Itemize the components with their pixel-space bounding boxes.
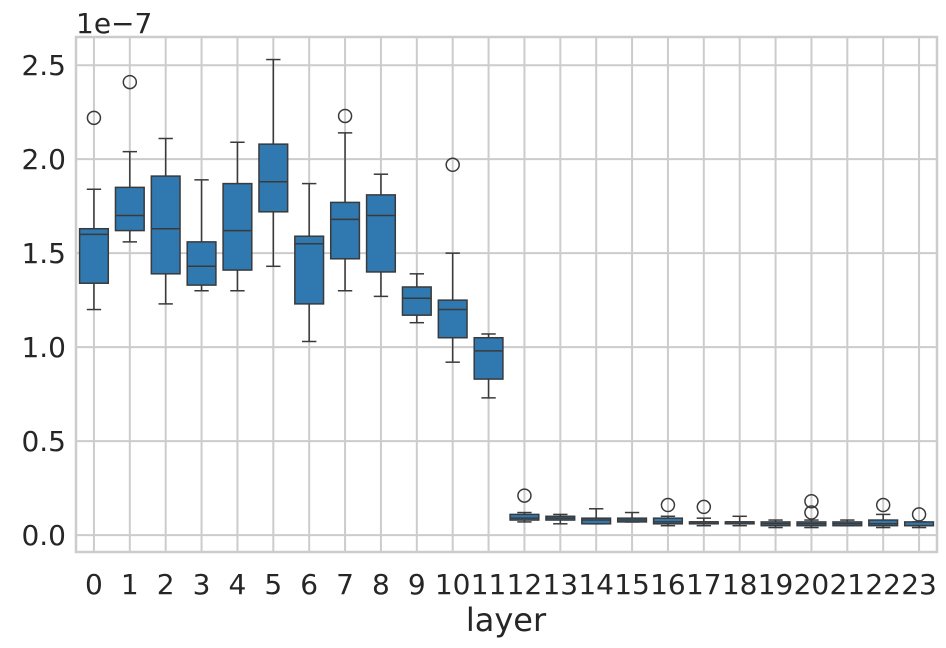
outlier-point: [804, 505, 819, 520]
y-offset-label: 1e−7: [76, 7, 152, 40]
y-tick-label: 1.5: [21, 237, 66, 270]
x-tick-label: 21: [829, 568, 865, 601]
x-tick-label: 1: [121, 568, 139, 601]
x-tick-label: 22: [865, 568, 901, 601]
outlier-point: [696, 499, 712, 515]
x-tick-label: 23: [901, 568, 937, 601]
grid-layer: [76, 37, 937, 552]
box-layer-3: [186, 179, 217, 292]
box-layer-0: [78, 110, 110, 311]
x-tick-label: 8: [372, 568, 390, 601]
outlier-point: [875, 497, 891, 513]
iqr-box: [114, 186, 145, 232]
box-layer-21: [832, 519, 863, 527]
x-tick-label: 6: [300, 568, 318, 601]
outlier-point: [445, 157, 460, 173]
box-layer-9: [401, 273, 432, 324]
outlier-point: [517, 488, 532, 503]
x-axis-label: layer: [466, 601, 547, 639]
x-tick-label: 11: [471, 568, 507, 601]
outlier-point: [911, 507, 927, 522]
y-tick-label: 0.0: [21, 519, 66, 552]
box-layer-12: [509, 488, 540, 523]
iqr-box: [329, 201, 361, 260]
box-layer-8: [365, 173, 397, 298]
iqr-box: [365, 194, 397, 273]
box-layer-17: [688, 499, 719, 527]
box-layer-7: [329, 108, 361, 292]
x-tick-label: 5: [264, 568, 282, 601]
x-tick-label: 15: [614, 568, 650, 601]
iqr-box: [186, 241, 217, 286]
x-tick-label: 7: [336, 568, 354, 601]
box-layer-20: [796, 494, 827, 529]
iqr-box: [473, 336, 504, 380]
iqr-box: [868, 519, 899, 527]
iqr-box: [652, 517, 684, 525]
x-tick-label: 12: [507, 568, 543, 601]
x-tick-label: 0: [85, 568, 103, 601]
iqr-box: [294, 235, 325, 305]
y-tick-labels: 0.0 0.5 1.0 1.5 2.0 2.5: [21, 49, 66, 552]
box-layer-19: [760, 519, 791, 529]
x-tick-label: 4: [229, 568, 247, 601]
x-tick-label: 20: [794, 568, 830, 601]
box-layer-16: [652, 497, 684, 527]
box-layer-5: [258, 58, 289, 268]
iqr-box: [258, 143, 289, 213]
iqr-box: [78, 227, 110, 284]
box-layer-22: [868, 497, 899, 529]
box-layer-4: [222, 141, 253, 292]
iqr-box: [581, 517, 612, 525]
x-tick-label: 13: [542, 568, 578, 601]
x-tick-label: 14: [578, 568, 614, 601]
outlier-point: [122, 74, 138, 90]
boxes-layer: [78, 58, 935, 529]
y-tick-label: 2.5: [21, 49, 66, 82]
x-tick-label: 10: [435, 568, 471, 601]
y-tick-label: 1.0: [21, 331, 66, 364]
iqr-box: [437, 299, 468, 339]
box-layer-11: [473, 333, 504, 399]
x-tick-label: 9: [408, 568, 426, 601]
x-tick-label: 17: [686, 568, 722, 601]
box-layer-6: [294, 182, 325, 343]
y-tick-label: 0.5: [21, 425, 66, 458]
box-layer-1: [114, 74, 145, 243]
box-layer-2: [150, 137, 181, 305]
box-layer-15: [616, 511, 648, 523]
y-tick-label: 2.0: [21, 143, 66, 176]
outlier-point: [660, 497, 676, 513]
box-layer-10: [437, 157, 468, 363]
iqr-box: [222, 182, 253, 271]
x-tick-label: 16: [650, 568, 686, 601]
x-tick-label: 19: [758, 568, 794, 601]
outlier-point: [86, 110, 102, 126]
box-layer-13: [545, 513, 576, 525]
outlier-point: [804, 494, 819, 509]
iqr-box: [509, 513, 540, 521]
x-tick-label: 2: [157, 568, 175, 601]
iqr-box: [401, 286, 432, 316]
x-tick-label: 18: [722, 568, 758, 601]
x-tick-labels: 0 1 2 3 4 5 6 7 8 9 10 11 12 13 14 15 16 17 18 19 20 21 22 23: [85, 568, 937, 601]
plot-frame: [74, 35, 939, 554]
x-tick-label: 3: [193, 568, 211, 601]
box-layer-23: [903, 507, 935, 529]
box-layer-18: [724, 515, 755, 527]
iqr-box: [150, 175, 181, 275]
box-layer-14: [581, 508, 612, 525]
outlier-point: [337, 108, 353, 124]
